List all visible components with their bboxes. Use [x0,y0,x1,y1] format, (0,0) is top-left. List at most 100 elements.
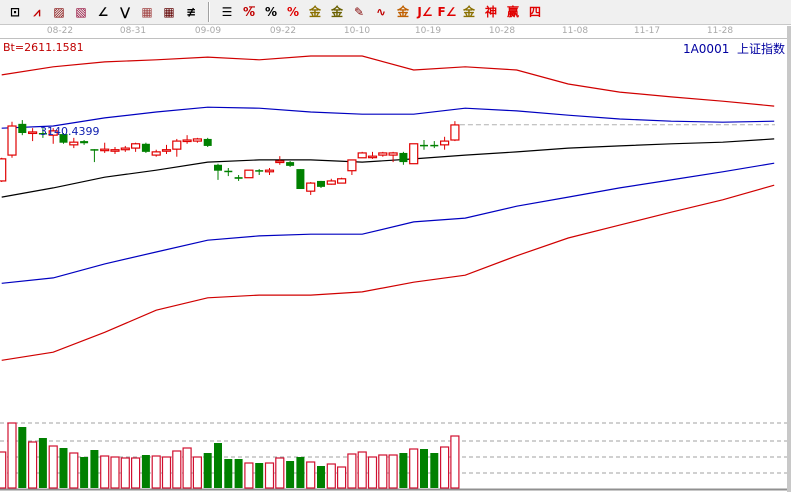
candle-body [409,143,419,165]
grid-button[interactable]: ▦ [136,2,158,22]
date-tick-label: 11-17 [633,26,661,36]
j-lines-button[interactable]: J∠ [414,2,436,22]
shen-icon: 神 [484,5,497,19]
date-tick-label: 10-28 [488,26,516,36]
percent-line-icon: %̅ [242,5,256,19]
candle-body [100,148,110,152]
volume-bar [59,448,68,488]
volume-bar [48,445,58,489]
volume-bar [367,456,378,489]
bars-button[interactable]: ☰ [216,2,238,22]
candle-body [306,182,316,192]
candle-body [59,134,68,143]
angle-line-icon: ∠ [97,5,109,19]
candle-body [28,131,38,135]
rect-tool-icon: ⊡ [9,5,21,19]
volume-bar [69,452,79,489]
band-lower-outer-line [1,184,775,361]
band-upper-outer-line [1,55,775,107]
volume-bar [100,455,110,489]
volume-bar [420,449,428,488]
volume-bar [430,453,439,488]
date-tick-label: 11-28 [706,26,734,36]
candle-body [337,178,347,184]
candle-body [440,140,450,146]
percent-button[interactable]: % [260,2,282,22]
percent-line-button[interactable]: %̅ [238,2,260,22]
volume-bar [161,456,172,489]
candle-body [110,149,120,152]
volume-bar [357,451,367,489]
candle-body [172,140,182,150]
ying-button[interactable]: 赢 [502,2,524,22]
volume-bar [120,457,130,489]
volume-bar [90,450,99,488]
volume-bar [450,435,460,489]
volume-bar [409,448,419,489]
volume-bar [264,462,275,489]
volume-bar [80,457,89,488]
volume-bar [317,466,325,488]
volume-bar [347,453,357,489]
volume-bar [234,459,243,488]
fan-lines-icon: ⩘ [33,5,41,19]
candle-body [0,158,7,182]
si-button[interactable]: 四 [524,2,546,22]
volume-bar [275,457,285,489]
volume-bar [399,453,408,488]
volume-bar [18,427,27,488]
band-lower-inner-line [1,162,775,284]
parallel-lines-button[interactable]: ≢ [180,2,202,22]
volume-bar [337,466,347,489]
volume-bar [38,438,47,488]
candle-body [69,141,79,146]
grid-dark-button[interactable]: ▦ [158,2,180,22]
percent-red-button[interactable]: % [282,2,304,22]
date-tick-label: 08-22 [46,26,74,36]
gann-fan-icon: ▨ [53,5,65,19]
candle-body [317,180,325,187]
security-title: 1A0001 上证指数 [683,40,785,57]
candle-body [182,139,192,143]
volume-bar [28,441,38,489]
volume-bar [131,457,141,489]
fan-lines-button[interactable]: ⩘ [26,2,48,22]
candle-body [141,143,150,152]
volume-bar [172,450,182,489]
volume-bar [326,463,336,489]
f-lines-icon: F∠ [437,5,457,19]
zigzag-button[interactable]: ⋁ [114,2,136,22]
shen-button[interactable]: 神 [480,2,502,22]
candle-body [399,152,408,163]
candle-body [48,130,58,136]
bottom-price-label: Bt=2611.1581 [3,41,84,54]
candle-body [18,123,27,134]
gold-lines-button[interactable]: 金 [326,2,348,22]
candle-body [326,180,336,185]
candle-body [450,124,460,141]
gold-circle-button[interactable]: 金 [304,2,326,22]
rect-tool-button[interactable]: ⊡ [4,2,26,22]
gold-angle-icon: 金 [462,5,475,19]
gann-box-button[interactable]: ▧ [70,2,92,22]
gann-fan-button[interactable]: ▨ [48,2,70,22]
angle-line-button[interactable]: ∠ [92,2,114,22]
j-lines-icon: J∠ [417,5,433,19]
candle-body [286,162,295,166]
gold-red-button[interactable]: 金 [392,2,414,22]
candle-body [430,144,439,147]
volume-bar [255,463,264,488]
pen-button[interactable]: ✎ [348,2,370,22]
date-tick-label: 09-09 [194,26,222,36]
wave-icon: ∿ [375,5,387,19]
gold-angle-button[interactable]: 金 [458,2,480,22]
volume-bar [7,422,17,489]
candle-body [214,164,222,171]
price-cursor-label: 3140.4399 [40,125,100,138]
candle-body [347,159,357,172]
volume-bar [0,451,7,489]
wave-button[interactable]: ∿ [370,2,392,22]
f-lines-button[interactable]: F∠ [436,2,458,22]
candle-body [357,152,367,159]
